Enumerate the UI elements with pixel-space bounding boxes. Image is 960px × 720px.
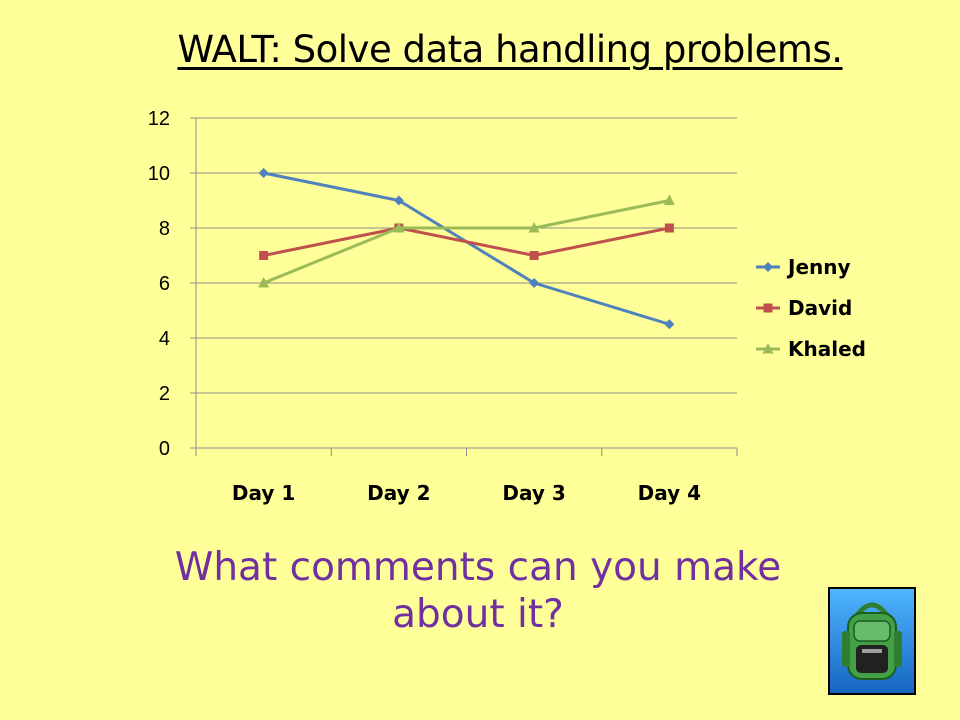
backpack-icon[interactable] (828, 587, 916, 695)
legend: Jenny David Khaled (756, 255, 866, 361)
data-point (393, 222, 405, 233)
gridlines (196, 117, 737, 394)
series-line (263, 226, 670, 257)
data-point (258, 277, 270, 288)
y-tick-label: 6 (159, 273, 170, 295)
y-tick-label: 12 (148, 108, 170, 130)
legend-label: Khaled (788, 337, 866, 361)
y-tick-label: 2 (159, 383, 170, 405)
legend-marker (763, 262, 773, 272)
series (258, 168, 675, 330)
legend-entry: Khaled (756, 337, 866, 361)
data-point (664, 319, 675, 330)
data-point (258, 168, 269, 178)
y-tick-labels: 0 2 4 6 8 10 12 (148, 108, 170, 460)
legend-label: Jenny (786, 255, 851, 279)
legend-marker (763, 303, 773, 313)
y-tick-label: 8 (159, 218, 170, 240)
x-tick-label: Day 2 (367, 481, 430, 505)
data-point (664, 223, 674, 233)
series-jenny (258, 168, 675, 330)
question-text: What comments can you make about it? (174, 545, 782, 637)
data-point (663, 194, 675, 205)
legend-label: David (788, 296, 852, 320)
series-line (263, 199, 670, 285)
slide-title: WALT: Solve data handling problems. (177, 28, 843, 71)
x-tick-label: Day 1 (232, 481, 295, 505)
y-tick-label: 0 (159, 438, 170, 460)
x-tick-label: Day 4 (638, 481, 701, 505)
data-point (529, 278, 540, 288)
x-tick-labels: Day 1 Day 2 Day 3 Day 4 (232, 481, 701, 505)
series-khaled (258, 194, 675, 288)
data-point (529, 251, 539, 260)
legend-entry: Jenny (756, 255, 851, 279)
series-line (263, 171, 670, 326)
axes (190, 117, 738, 456)
x-tick-label: Day 3 (502, 481, 565, 505)
data-point (528, 222, 540, 233)
y-tick-label: 4 (159, 328, 170, 350)
data-point (259, 251, 269, 260)
legend-entry: David (756, 296, 852, 320)
data-point (393, 195, 404, 206)
legend-marker (762, 343, 774, 354)
y-tick-label: 10 (148, 163, 170, 185)
